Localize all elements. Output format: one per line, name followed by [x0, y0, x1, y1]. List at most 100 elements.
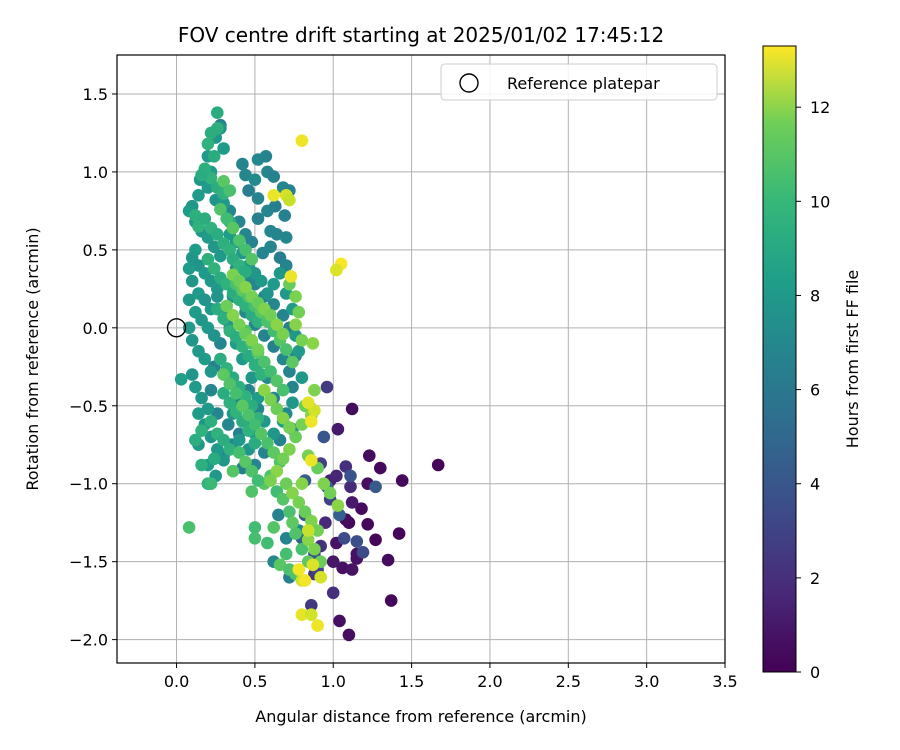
data-point	[301, 396, 315, 410]
data-point	[308, 542, 321, 556]
x-tick-label: 2.5	[556, 672, 581, 691]
data-point	[248, 436, 262, 450]
data-point	[245, 252, 259, 266]
data-point	[264, 240, 277, 254]
colorbar-label: Hours from first FF file	[843, 270, 862, 449]
data-point	[214, 352, 227, 366]
data-point	[317, 430, 331, 444]
data-point	[381, 553, 395, 567]
data-point	[264, 393, 277, 406]
colorbar-tick-label: 2	[810, 569, 820, 588]
data-point	[232, 318, 246, 332]
data-point	[201, 137, 215, 151]
data-point	[286, 486, 299, 500]
data-point	[311, 619, 324, 632]
data-point	[337, 532, 351, 545]
grid-layer	[117, 55, 726, 663]
data-point	[395, 474, 409, 487]
data-point	[295, 371, 309, 385]
data-point	[245, 464, 259, 478]
data-point	[182, 321, 196, 335]
data-point	[306, 558, 320, 572]
data-point	[331, 422, 345, 436]
data-point	[232, 433, 246, 447]
data-point	[207, 150, 221, 163]
data-point	[305, 608, 318, 621]
data-point	[345, 402, 359, 416]
x-axis-label: Angular distance from reference (arcmin)	[255, 707, 586, 726]
data-point	[298, 505, 312, 519]
data-point	[333, 508, 346, 522]
data-point	[317, 477, 331, 491]
data-point	[306, 337, 320, 350]
data-point	[320, 380, 334, 394]
data-point	[284, 270, 298, 283]
data-point	[295, 134, 309, 147]
data-point	[229, 387, 243, 400]
data-point	[204, 365, 218, 378]
data-point	[339, 460, 353, 473]
data-point	[345, 496, 359, 509]
data-point	[301, 533, 315, 547]
data-point	[283, 193, 296, 207]
data-point	[326, 586, 340, 600]
data-point	[331, 499, 345, 512]
colorbar-tick-label: 8	[810, 286, 820, 305]
data-point	[295, 542, 309, 556]
data-point	[319, 516, 332, 529]
data-point	[198, 293, 212, 307]
data-point	[356, 546, 370, 559]
data-point	[292, 496, 306, 509]
y-tick-label: 1.5	[83, 85, 108, 104]
data-point	[344, 469, 357, 483]
data-point	[251, 474, 265, 487]
x-tick-label: 0.5	[242, 672, 267, 691]
data-point	[431, 458, 445, 472]
data-point	[289, 430, 302, 444]
colorbar-tick-label: 12	[810, 98, 830, 117]
y-tick-label: −1.0	[69, 475, 108, 494]
data-point	[298, 574, 312, 587]
data-point	[270, 402, 284, 416]
plot-frame	[116, 54, 726, 664]
data-point	[232, 446, 246, 459]
data-point	[211, 228, 224, 241]
data-point	[217, 454, 230, 467]
data-point	[251, 343, 265, 356]
y-tick-label: 1.0	[83, 163, 108, 182]
data-point	[264, 474, 277, 487]
data-point	[239, 265, 252, 279]
x-tick-label: 2.0	[477, 672, 502, 691]
y-tick-label: −1.5	[69, 553, 108, 572]
data-point	[245, 485, 259, 498]
data-point	[267, 298, 281, 311]
y-axis-ticks: −2.0 −1.5 −1.0 −0.5 0.0 0.5 1.0 1.5	[69, 85, 117, 650]
data-point	[214, 249, 227, 263]
data-point	[273, 558, 287, 572]
data-point	[174, 373, 188, 386]
data-point	[363, 449, 376, 463]
reference-platepar-marker	[166, 318, 187, 338]
data-point	[222, 418, 235, 431]
data-point	[295, 477, 309, 491]
data-point	[189, 380, 202, 394]
data-point	[204, 383, 218, 397]
data-point	[258, 383, 271, 397]
data-point	[217, 368, 230, 381]
data-point	[292, 563, 306, 576]
data-point	[185, 274, 199, 288]
data-point	[251, 212, 265, 225]
data-point	[330, 469, 343, 483]
data-point	[223, 377, 237, 391]
data-point	[182, 262, 196, 275]
data-point	[369, 480, 382, 494]
data-point	[201, 402, 215, 416]
data-point	[248, 521, 262, 534]
data-points-layer	[174, 106, 445, 642]
data-point	[355, 502, 368, 515]
data-point	[264, 309, 277, 322]
y-axis-label: Rotation from reference (arcmin)	[23, 227, 42, 490]
data-point	[295, 334, 309, 347]
data-point	[278, 209, 292, 222]
x-tick-label: 1.0	[321, 672, 346, 691]
